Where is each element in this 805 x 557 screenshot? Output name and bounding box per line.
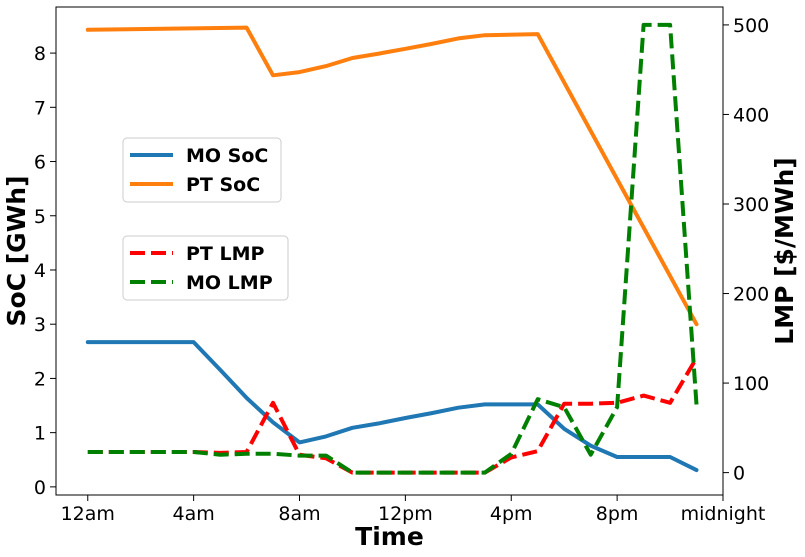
series-pt-soc bbox=[85, 25, 699, 327]
y-right-tick-label: 500 bbox=[733, 15, 769, 37]
y-left-tick-label: 7 bbox=[34, 97, 46, 119]
series-mo-lmp bbox=[87, 22, 699, 475]
x-tick-label: 8pm bbox=[596, 503, 639, 525]
plot-frame bbox=[55, 6, 724, 496]
y-left-tick-label: 0 bbox=[34, 477, 46, 499]
series-mo-soc bbox=[85, 340, 699, 473]
y-left-tick-label: 3 bbox=[34, 314, 46, 336]
legend-label-pt-lmp: PT LMP bbox=[186, 243, 265, 265]
y-right-tick-label: 100 bbox=[733, 373, 769, 395]
x-tick-label: 4pm bbox=[490, 503, 533, 525]
series-pt-lmp bbox=[87, 356, 699, 475]
y-right-tick-label: 200 bbox=[733, 284, 769, 306]
y-left-tick-label: 1 bbox=[34, 423, 46, 445]
legend-label-mo-soc: MO SoC bbox=[186, 145, 268, 167]
x-tick-label: 12am bbox=[61, 503, 115, 525]
y-right-tick-label: 300 bbox=[733, 194, 769, 216]
y-left-tick-label: 4 bbox=[34, 260, 46, 282]
axis-layer: 12am 4am 8am 12pm 4pm 8pm midnight 0 1 2 3 4 5 6 7 8 0 10… bbox=[34, 15, 769, 525]
legend-1: MO SoC PT SoC bbox=[122, 137, 282, 203]
x-tick-label: 4am bbox=[173, 503, 215, 525]
y-left-tick-label: 2 bbox=[34, 368, 46, 390]
legend-layer: MO SoC PT SoC PT LMP MO LMP bbox=[122, 137, 289, 301]
series-layer bbox=[85, 22, 699, 475]
y-left-tick-label: 8 bbox=[34, 43, 46, 65]
y-left-tick-label: 6 bbox=[34, 152, 46, 174]
y-left-tick-label: 5 bbox=[34, 206, 46, 228]
x-tick-label: midnight bbox=[681, 503, 766, 525]
legend-2: PT LMP MO LMP bbox=[122, 235, 289, 301]
y-right-tick-label: 0 bbox=[733, 463, 745, 485]
legend-label-pt-soc: PT SoC bbox=[186, 174, 260, 196]
x-axis-label: Time bbox=[355, 522, 424, 551]
x-tick-label: 8am bbox=[278, 503, 320, 525]
y-axis-left-label: SoC [GWh] bbox=[2, 176, 31, 327]
legend-label-mo-lmp: MO LMP bbox=[186, 272, 273, 294]
x-tick-label: 12pm bbox=[378, 503, 433, 525]
y-right-tick-label: 400 bbox=[733, 104, 769, 126]
y-axis-right-label: LMP [$/MWh] bbox=[770, 157, 799, 344]
